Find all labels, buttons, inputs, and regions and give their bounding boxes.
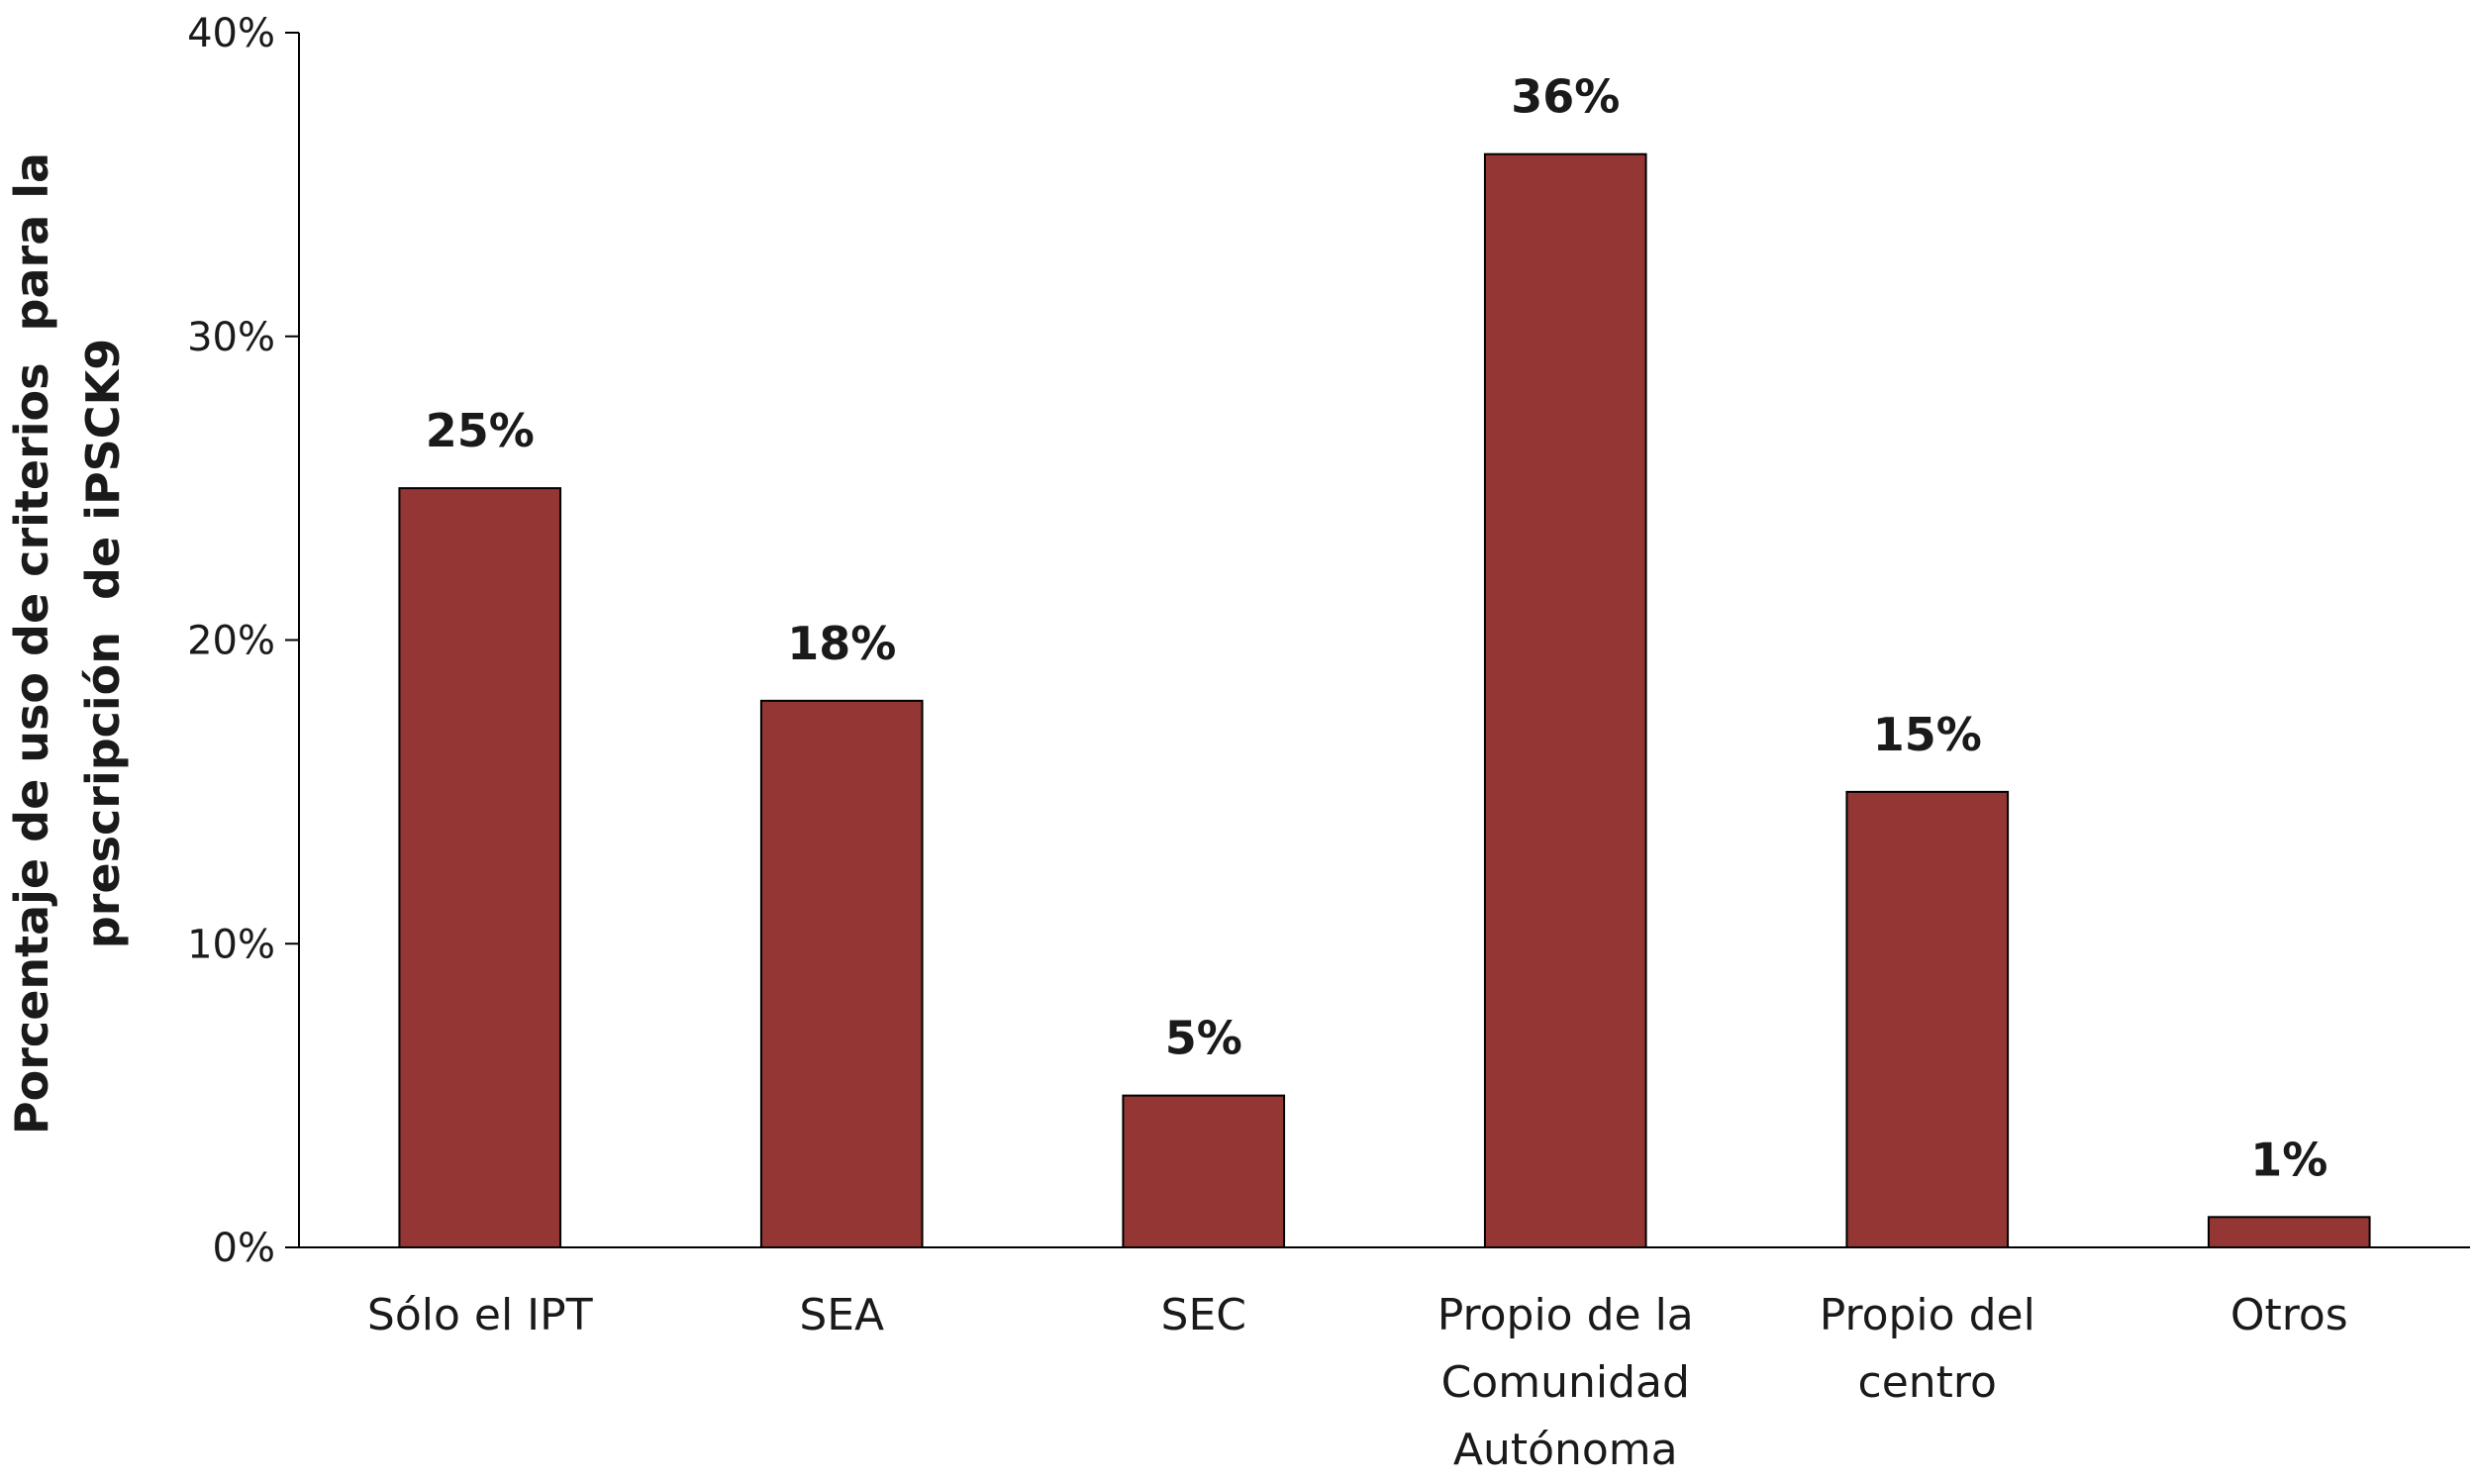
- bar: [1845, 790, 2010, 1248]
- y-axis-title-line: prescripción de iPSCK9: [76, 339, 130, 948]
- bar: [1122, 1094, 1286, 1248]
- y-tick-label: 20%: [187, 619, 275, 664]
- bars-group: [398, 152, 2371, 1249]
- bar: [398, 487, 562, 1248]
- category-labels-group: Sólo el IPT SEA SEC Propio de la Comunidad Au…: [367, 1290, 2348, 1475]
- y-tick-label: 30%: [187, 315, 275, 360]
- data-label: 25%: [426, 404, 535, 457]
- y-axis-title-line: Porcentaje de uso de criterios para la: [5, 152, 58, 1135]
- bar: [759, 699, 924, 1248]
- category-label: Sólo el IPT: [367, 1290, 593, 1340]
- category-label: Otros: [2230, 1290, 2348, 1340]
- data-label: 5%: [1165, 1012, 1242, 1065]
- category-label: centro: [1858, 1357, 1997, 1408]
- y-axis: 0% 10% 20% 30% 40%: [187, 11, 300, 1271]
- data-label: 1%: [2250, 1133, 2327, 1186]
- category-label: Autónoma: [1453, 1425, 1678, 1475]
- category-label: SEA: [799, 1290, 884, 1340]
- category-label: Comunidad: [1441, 1357, 1690, 1408]
- data-label: 18%: [787, 617, 896, 670]
- category-label: Propio de la: [1437, 1290, 1694, 1340]
- y-tick-label: 0%: [213, 1226, 275, 1271]
- data-label: 15%: [1873, 708, 1982, 761]
- category-label: SEC: [1161, 1290, 1246, 1340]
- bar: [1483, 152, 1647, 1249]
- y-tick-label: 10%: [187, 922, 275, 967]
- data-labels-group: 25% 18% 5% 36% 15% 1%: [426, 70, 2328, 1187]
- data-label: 36%: [1511, 70, 1620, 124]
- category-label: Propio del: [1820, 1290, 2035, 1340]
- y-axis-title: Porcentaje de uso de criterios para la pr…: [5, 152, 130, 1135]
- y-tick-label: 40%: [187, 11, 275, 56]
- bar: [2207, 1216, 2371, 1248]
